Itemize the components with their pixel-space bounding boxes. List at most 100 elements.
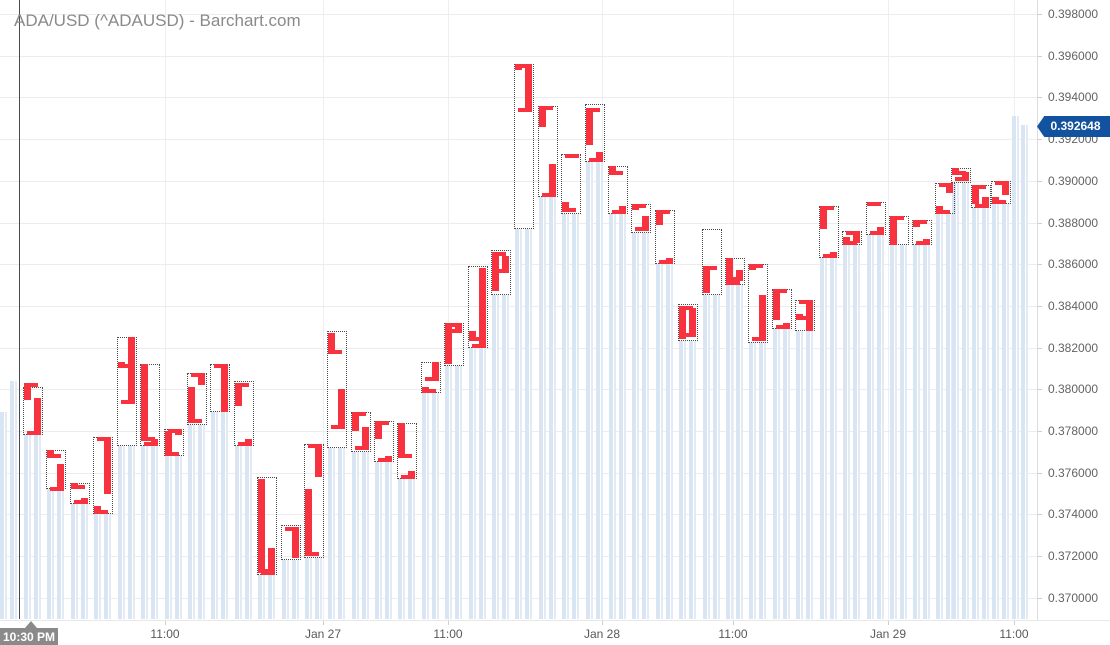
price-column	[549, 197, 556, 619]
price-column	[71, 504, 78, 619]
price-column	[221, 412, 228, 619]
y-axis-label: 0.378000	[1048, 424, 1099, 438]
y-axis-tick	[1038, 14, 1042, 15]
price-column	[211, 412, 218, 619]
y-axis-tick	[1038, 431, 1042, 432]
down-bar	[666, 258, 673, 264]
x-axis[interactable]: 10:30 PM 11:00 Jan 27 11:00 Jan 28 11:00 Jan …	[0, 620, 1110, 645]
down-bar-tick	[635, 227, 642, 231]
price-column	[632, 233, 639, 619]
price-column	[713, 295, 720, 619]
v-gridline	[323, 0, 324, 620]
down-bar	[338, 389, 345, 429]
price-column	[245, 446, 252, 619]
y-axis[interactable]: 0.398000 0.396000 0.394000 0.392000 0.390000…	[1037, 0, 1110, 620]
down-bar	[679, 306, 686, 339]
y-axis-label: 0.380000	[1048, 382, 1099, 396]
price-column	[1012, 116, 1019, 619]
chart-plot-area[interactable]	[0, 0, 1037, 620]
down-bar-tick	[827, 206, 834, 210]
down-bar-tick	[242, 383, 249, 387]
down-bar-tick	[97, 437, 104, 441]
down-bar-tick	[546, 106, 553, 110]
y-axis-label: 0.390000	[1048, 174, 1099, 188]
down-bar	[992, 197, 999, 204]
candle-range-box	[678, 304, 698, 341]
price-column	[689, 341, 696, 619]
down-bar-tick	[78, 485, 85, 489]
x-axis-label: 11:00	[433, 627, 463, 641]
price-column	[562, 214, 569, 619]
price-column	[830, 258, 837, 619]
y-axis-tick	[1038, 56, 1042, 57]
price-column	[128, 446, 135, 619]
down-bar-tick	[729, 277, 736, 281]
down-bar	[445, 323, 452, 364]
price-column	[338, 448, 345, 619]
y-axis-tick	[1038, 97, 1042, 98]
down-bar-tick	[943, 210, 950, 214]
down-bar-tick	[659, 260, 666, 264]
price-column	[422, 393, 429, 619]
y-axis-tick	[1038, 598, 1042, 599]
down-bar-tick	[425, 377, 432, 381]
v-gridline	[165, 0, 166, 620]
down-bar-tick	[752, 337, 759, 341]
down-bar	[632, 204, 639, 210]
x-axis-label: 11:00	[718, 627, 748, 641]
down-bar-tick	[612, 210, 619, 214]
down-bar	[867, 202, 874, 206]
down-bar	[408, 471, 415, 479]
down-bar	[749, 264, 756, 270]
down-bar-tick	[31, 383, 38, 387]
x-axis-label: 11:00	[999, 627, 1029, 641]
down-bar-tick	[312, 552, 319, 556]
down-bar-tick	[499, 252, 506, 256]
price-column	[679, 341, 686, 619]
x-axis-label: Jan 29	[869, 627, 907, 641]
price-column	[867, 235, 874, 619]
down-bar	[946, 183, 953, 193]
down-bar-tick	[776, 325, 783, 329]
y-axis-label: 0.394000	[1048, 90, 1099, 104]
down-bar	[188, 387, 195, 423]
price-column	[10, 381, 17, 619]
price-column	[609, 214, 616, 619]
y-axis-label: 0.396000	[1048, 49, 1099, 63]
down-bar	[34, 398, 41, 435]
down-bar-tick	[916, 241, 923, 245]
down-bar-tick	[569, 208, 576, 212]
price-column	[94, 514, 101, 619]
down-bar	[562, 202, 569, 212]
price-column	[843, 245, 850, 619]
down-bar	[525, 64, 532, 112]
down-bar	[820, 206, 827, 229]
x-axis-tick	[448, 621, 449, 625]
price-column	[235, 446, 242, 619]
down-bar	[796, 314, 803, 320]
price-column	[328, 448, 335, 619]
down-bar	[830, 252, 837, 258]
cursor-time-badge: 10:30 PM	[0, 628, 58, 645]
down-bar-tick	[756, 264, 763, 268]
price-column	[759, 343, 766, 619]
down-bar	[432, 362, 439, 381]
down-bar	[759, 295, 766, 341]
down-bar	[455, 323, 462, 333]
down-bar	[375, 421, 382, 439]
y-axis-label: 0.370000	[1048, 591, 1099, 605]
price-column	[352, 452, 359, 619]
price-column	[479, 348, 486, 619]
price-column	[47, 489, 54, 619]
down-bar-tick	[663, 210, 670, 214]
down-bar-tick	[710, 266, 717, 270]
y-axis-tick	[1038, 264, 1042, 265]
price-column	[432, 393, 439, 619]
down-bar	[305, 489, 312, 556]
x-axis-label: Jan 28	[583, 627, 621, 641]
down-bar-tick	[542, 193, 549, 197]
price-column	[198, 425, 205, 619]
h-gridline	[0, 181, 1037, 182]
down-bar-tick	[54, 454, 61, 458]
price-column	[726, 285, 733, 619]
